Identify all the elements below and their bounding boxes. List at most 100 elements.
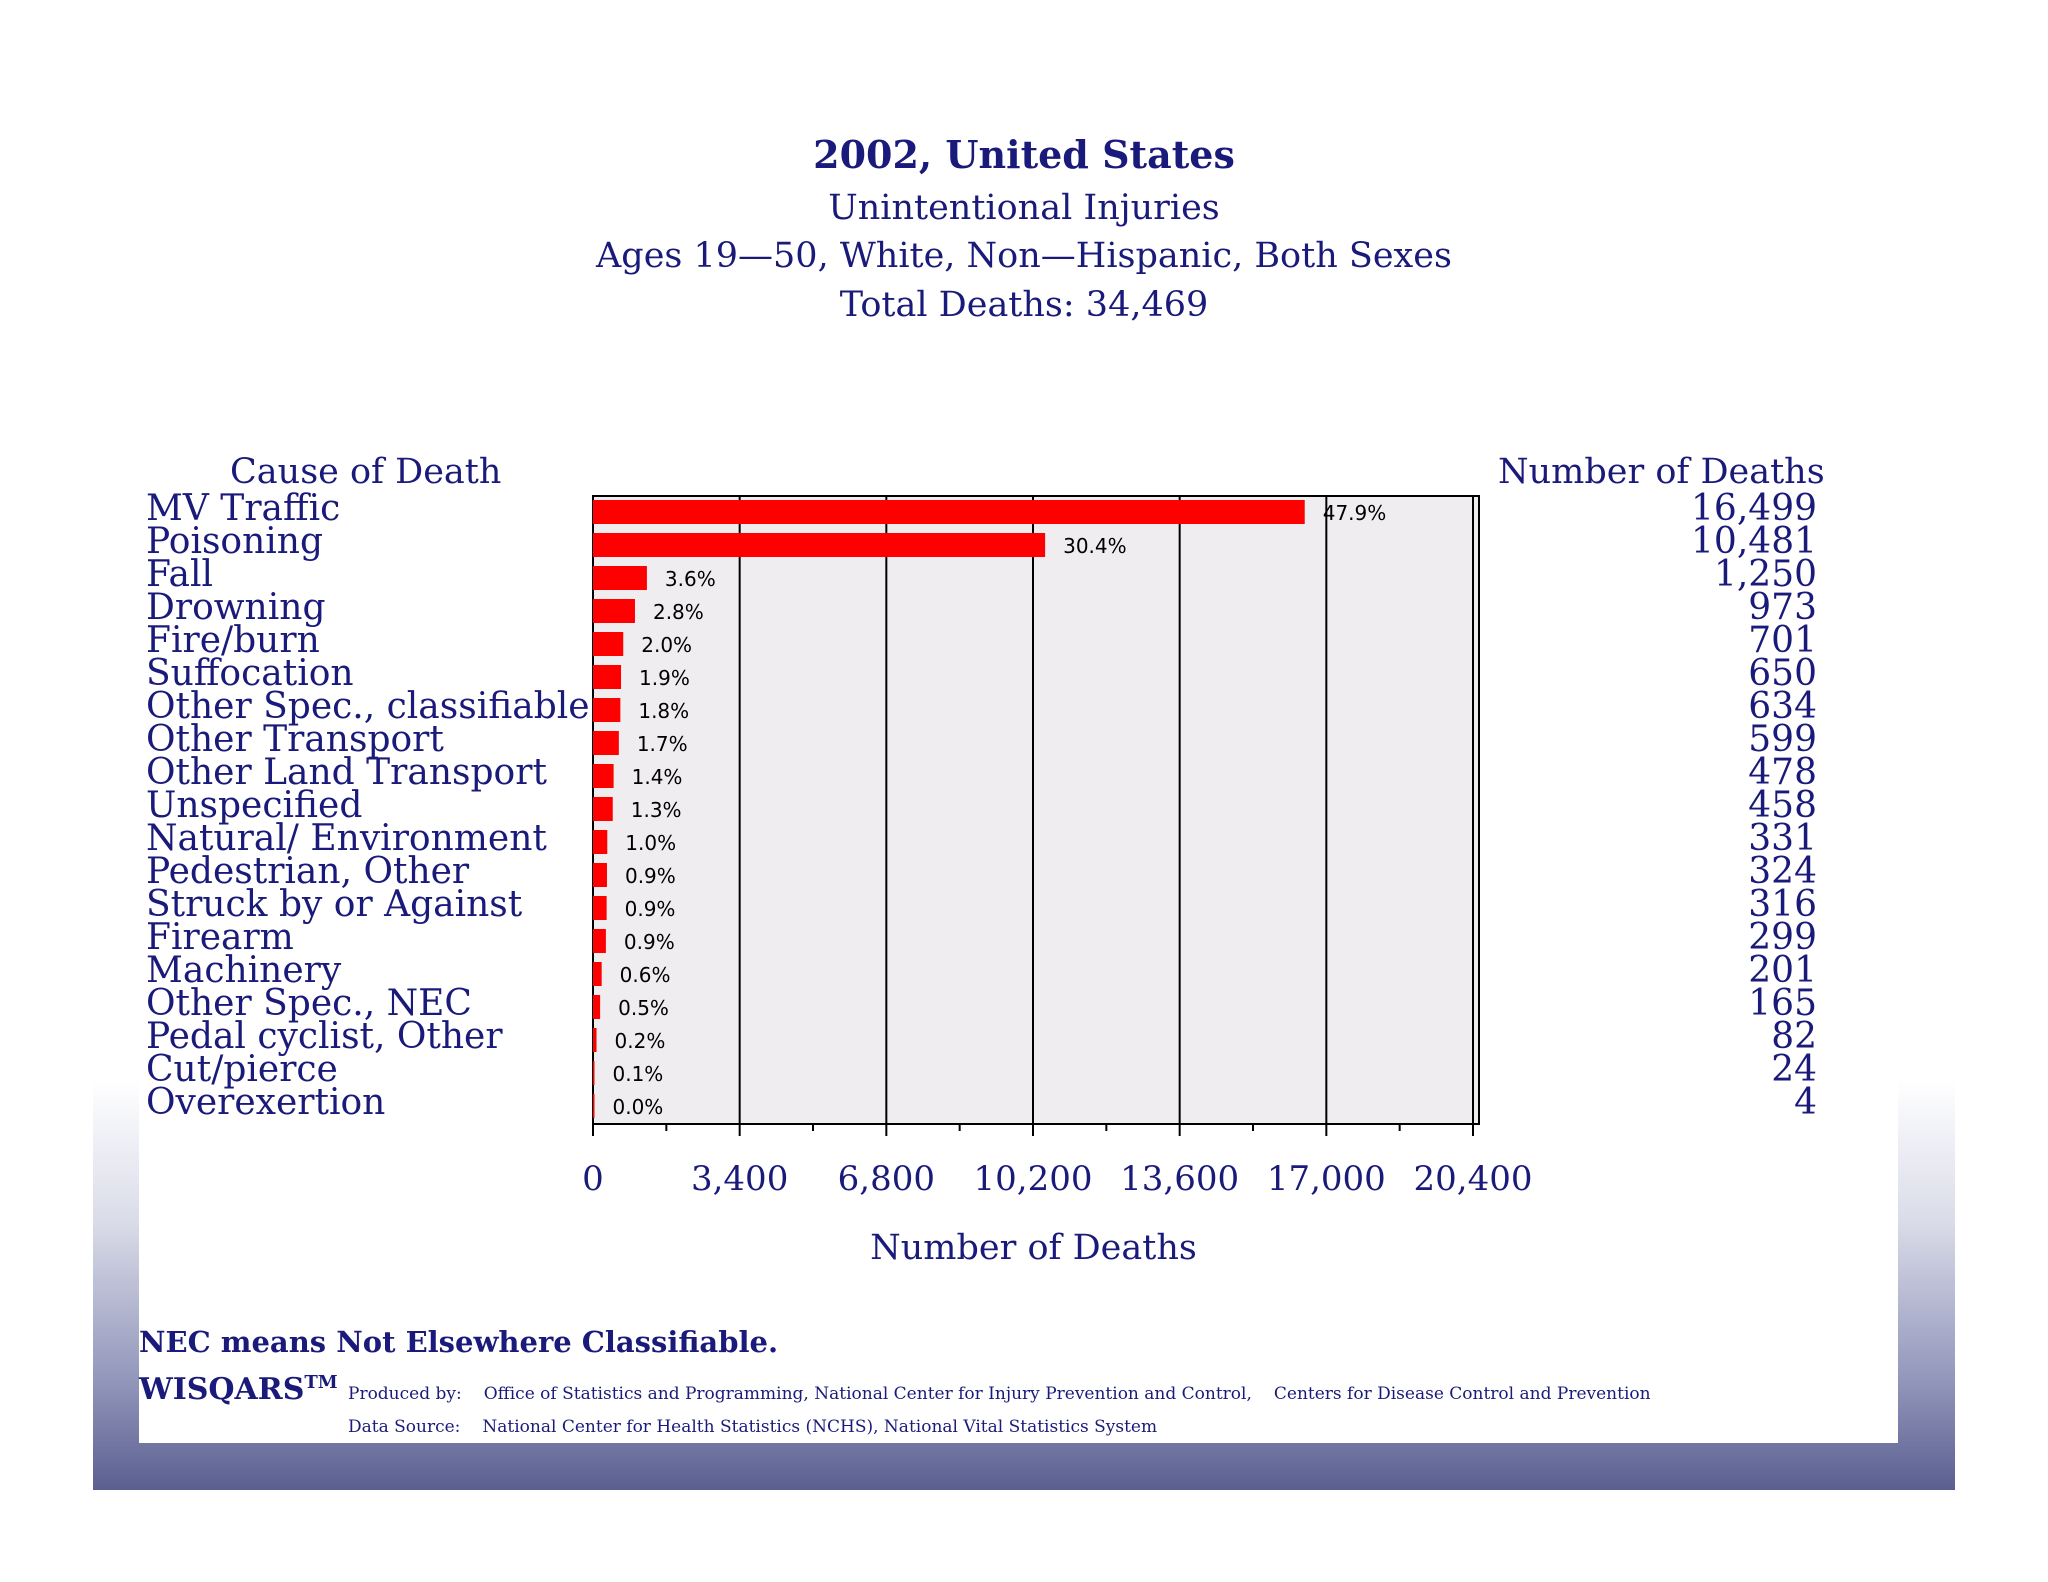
- cause-label: Other Land Transport: [146, 752, 547, 793]
- bar: [593, 566, 647, 590]
- bar: [593, 797, 613, 821]
- bar: [593, 962, 602, 986]
- produced-by-cdc: Centers for Disease Control and Preventi…: [1273, 1384, 1651, 1404]
- x-tick-label: 13,600: [1120, 1159, 1239, 1199]
- bar-percent-label: 0.1%: [613, 1062, 664, 1086]
- death-count-label: 10,481: [1691, 521, 1817, 562]
- death-count-label: 82: [1771, 1016, 1817, 1057]
- bar: [593, 929, 606, 953]
- wisqars-logo: WISQARSTM: [139, 1372, 338, 1407]
- cause-label: Other Spec., classifiable: [146, 686, 590, 727]
- death-count-label: 16,499: [1691, 488, 1817, 529]
- trademark: TM: [304, 1372, 338, 1393]
- x-axis-label: Number of Deaths: [870, 1228, 1197, 1268]
- cause-label: Unspecified: [146, 785, 363, 826]
- bar: [593, 995, 601, 1019]
- bar-percent-label: 0.6%: [620, 963, 671, 987]
- cause-label: Other Transport: [146, 719, 444, 760]
- plot-area: [592, 495, 1480, 1125]
- death-count-label: 165: [1748, 983, 1817, 1024]
- chart-subtitle-total-deaths: Total Deaths: 34,469: [839, 285, 1209, 325]
- produced-by-line: Produced by: Office of Statistics and Pro…: [348, 1384, 1651, 1404]
- cause-label: Suffocation: [146, 653, 354, 694]
- bar-percent-label: 30.4%: [1063, 534, 1127, 558]
- bar: [593, 1094, 595, 1118]
- x-tick-label: 6,800: [838, 1159, 935, 1199]
- brand-name: WISQARS: [139, 1372, 305, 1407]
- bar: [593, 830, 608, 854]
- death-count-label: 299: [1748, 917, 1817, 958]
- bar-percent-label: 1.0%: [625, 831, 676, 855]
- cause-label: Poisoning: [146, 521, 324, 562]
- bar: [593, 863, 607, 887]
- death-count-label: 973: [1748, 587, 1817, 628]
- x-tick-label: 10,200: [974, 1159, 1093, 1199]
- x-tick-label: 3,400: [691, 1159, 788, 1199]
- death-count-label: 24: [1771, 1049, 1817, 1090]
- death-count-label: 1,250: [1713, 554, 1817, 595]
- bar-percent-label: 0.0%: [613, 1095, 664, 1119]
- bar: [593, 731, 619, 755]
- bar: [593, 599, 635, 623]
- cause-label: Other Spec., NEC: [146, 983, 472, 1024]
- bar: [593, 665, 622, 689]
- bar: [593, 896, 607, 920]
- data-source-line: Data Source: National Center for Health S…: [348, 1417, 1157, 1437]
- cause-label: Fall: [146, 554, 214, 595]
- produced-by-label: Produced by:: [348, 1384, 462, 1404]
- death-count-label: 324: [1748, 851, 1817, 892]
- bar-percent-label: 2.0%: [641, 633, 692, 657]
- bar-percent-label: 0.9%: [624, 930, 675, 954]
- bar-percent-label: 0.9%: [625, 864, 676, 888]
- bar-percent-label: 1.9%: [639, 666, 690, 690]
- cause-of-death-header: Cause of Death: [230, 452, 502, 492]
- chart-subtitle-injury-type: Unintentional Injuries: [828, 188, 1220, 228]
- nec-footnote: NEC means Not Elsewhere Classifiable.: [139, 1325, 779, 1359]
- bar-percent-label: 1.4%: [632, 765, 683, 789]
- death-count-label: 650: [1748, 653, 1817, 694]
- cause-label: MV Traffic: [146, 488, 341, 529]
- death-count-label: 4: [1794, 1082, 1817, 1123]
- x-tick-label: 20,400: [1414, 1159, 1533, 1199]
- produced-by-text: Office of Statistics and Programming, Na…: [483, 1384, 1252, 1404]
- death-count-label: 599: [1748, 719, 1817, 760]
- x-tick-label: 17,000: [1267, 1159, 1386, 1199]
- bar-percent-label: 47.9%: [1323, 501, 1387, 525]
- death-count-label: 458: [1748, 785, 1817, 826]
- data-source-text: National Center for Health Statistics (N…: [482, 1417, 1158, 1437]
- death-count-label: 201: [1748, 950, 1817, 991]
- bar-percent-label: 3.6%: [665, 567, 716, 591]
- cause-label: Natural/ Environment: [146, 818, 547, 859]
- cause-label: Machinery: [146, 950, 342, 991]
- death-count-label: 478: [1748, 752, 1817, 793]
- bar-percent-label: 0.5%: [618, 996, 669, 1020]
- cause-label: Cut/pierce: [146, 1049, 338, 1090]
- bar-percent-label: 2.8%: [653, 600, 704, 624]
- data-source-label: Data Source:: [348, 1417, 461, 1437]
- number-of-deaths-header: Number of Deaths: [1498, 452, 1825, 492]
- bar-percent-label: 0.9%: [625, 897, 676, 921]
- chart-title: 2002, United States: [813, 132, 1235, 177]
- bar: [593, 698, 621, 722]
- bar: [593, 500, 1305, 524]
- bar: [593, 1028, 597, 1052]
- cause-label: Drowning: [146, 587, 326, 628]
- death-count-label: 701: [1748, 620, 1817, 661]
- bar: [593, 764, 614, 788]
- bar: [593, 533, 1046, 557]
- cause-label: Firearm: [146, 917, 294, 958]
- bar-percent-label: 1.3%: [631, 798, 682, 822]
- chart-subtitle-demographics: Ages 19—50, White, Non—Hispanic, Both Se…: [596, 236, 1452, 276]
- bar-percent-label: 1.8%: [638, 699, 689, 723]
- bar: [593, 632, 624, 656]
- cause-label: Struck by or Against: [146, 884, 523, 925]
- bar: [593, 1061, 595, 1085]
- x-tick-label: 0: [582, 1159, 604, 1199]
- cause-label: Fire/burn: [146, 620, 320, 661]
- death-count-label: 634: [1748, 686, 1817, 727]
- cause-label: Pedal cyclist, Other: [146, 1016, 503, 1057]
- death-count-label: 316: [1748, 884, 1817, 925]
- bar-percent-label: 1.7%: [637, 732, 688, 756]
- death-count-label: 331: [1748, 818, 1817, 859]
